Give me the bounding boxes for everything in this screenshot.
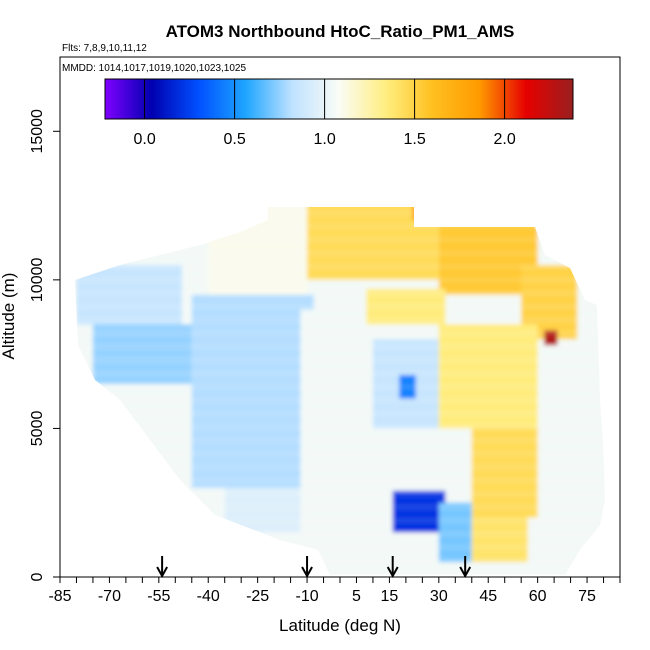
heatmap-cell bbox=[392, 490, 446, 533]
colorbar-tick-label: 2.0 bbox=[493, 131, 515, 148]
heatmap-band bbox=[75, 423, 605, 430]
heatmap-band bbox=[75, 490, 605, 497]
heatmap-band bbox=[75, 317, 605, 323]
y-tick-label: 15000 bbox=[29, 109, 46, 154]
heatmap-band bbox=[75, 276, 605, 283]
colorbar-tick-label: 1.5 bbox=[403, 131, 425, 148]
x-tick-label: -25 bbox=[246, 588, 269, 605]
heatmap-band bbox=[75, 303, 605, 310]
heatmap-band bbox=[75, 357, 605, 364]
heatmap-band bbox=[75, 383, 605, 390]
heatmap-regions bbox=[60, 197, 620, 575]
takeoff-marker bbox=[301, 556, 313, 579]
y-tick-label: 0 bbox=[29, 572, 46, 581]
heatmap-band bbox=[75, 397, 605, 404]
heatmap-band bbox=[75, 250, 605, 257]
flights-subtitle: Flts: 7,8,9,10,11,12 bbox=[62, 43, 147, 54]
heatmap-band bbox=[75, 263, 605, 270]
x-tick-label: -55 bbox=[147, 588, 170, 605]
heatmap-band bbox=[75, 437, 605, 444]
takeoff-marker bbox=[156, 556, 168, 579]
dates-subtitle: MMDD: 1014,1017,1019,1020,1023,1025 bbox=[62, 63, 246, 74]
heatmap-band bbox=[60, 197, 620, 203]
x-tick-label: 45 bbox=[479, 588, 497, 605]
x-tick-label: -10 bbox=[295, 588, 318, 605]
heatmap-band bbox=[75, 330, 605, 337]
colorbar-tick-label: 0.5 bbox=[223, 131, 245, 148]
heatmap-band bbox=[75, 210, 605, 216]
x-tick-label: 15 bbox=[381, 588, 399, 605]
takeoff-markers bbox=[156, 556, 472, 579]
x-axis-label: Latitude (deg N) bbox=[279, 616, 401, 635]
heatmap-band bbox=[75, 343, 605, 350]
heatmap-band bbox=[75, 290, 605, 297]
heatmap-band bbox=[75, 571, 605, 575]
heatmap-band bbox=[75, 236, 605, 243]
x-tick-label: 30 bbox=[430, 588, 448, 605]
x-axis: -85 -70 -55 -40 -25 -10 5 15 30 45 60 75 bbox=[48, 577, 621, 605]
colorbar-rect bbox=[104, 78, 574, 120]
takeoff-marker bbox=[386, 556, 399, 579]
heatmap-band bbox=[75, 544, 605, 551]
heatmap-band bbox=[75, 450, 605, 457]
x-tick-label: 60 bbox=[529, 588, 547, 605]
heatmap-band bbox=[75, 223, 605, 230]
x-tick-label: -70 bbox=[98, 588, 121, 605]
colorbar-tick-label: 1.0 bbox=[313, 131, 335, 148]
chart-title: ATOM3 Northbound HtoC_Ratio_PM1_AMS bbox=[166, 22, 515, 41]
heatmap-cell bbox=[412, 207, 459, 221]
y-tick-label: 5000 bbox=[29, 411, 46, 447]
colorbar-tick-label: 0.0 bbox=[133, 131, 155, 148]
heatmap-field bbox=[60, 197, 620, 575]
y-axis-label: Altitude (m) bbox=[0, 273, 18, 360]
heatmap-band bbox=[75, 477, 605, 484]
x-tick-label: 5 bbox=[352, 588, 361, 605]
x-tick-label: -40 bbox=[197, 588, 220, 605]
x-tick-label: -85 bbox=[48, 588, 71, 605]
heatmap-cell bbox=[191, 294, 314, 488]
heatmap-band bbox=[75, 370, 605, 377]
heatmap-cell bbox=[471, 517, 528, 563]
heatmap-band bbox=[75, 504, 605, 511]
heatmap-band bbox=[75, 410, 605, 417]
y-tick-label: 10000 bbox=[29, 258, 46, 303]
takeoff-marker bbox=[459, 556, 472, 579]
colorbar: 0.0 0.5 1.0 1.5 2.0 bbox=[104, 78, 574, 148]
plot-area bbox=[60, 197, 620, 579]
heatmap-band bbox=[75, 464, 605, 471]
colorbar-ticks: 0.0 0.5 1.0 1.5 2.0 bbox=[133, 79, 516, 148]
heatmap-band bbox=[75, 517, 605, 524]
y-axis: 0 5000 10000 15000 bbox=[29, 109, 60, 581]
x-tick-label: 75 bbox=[578, 588, 596, 605]
heatmap-band bbox=[75, 557, 605, 564]
heatmap-band bbox=[75, 530, 605, 537]
